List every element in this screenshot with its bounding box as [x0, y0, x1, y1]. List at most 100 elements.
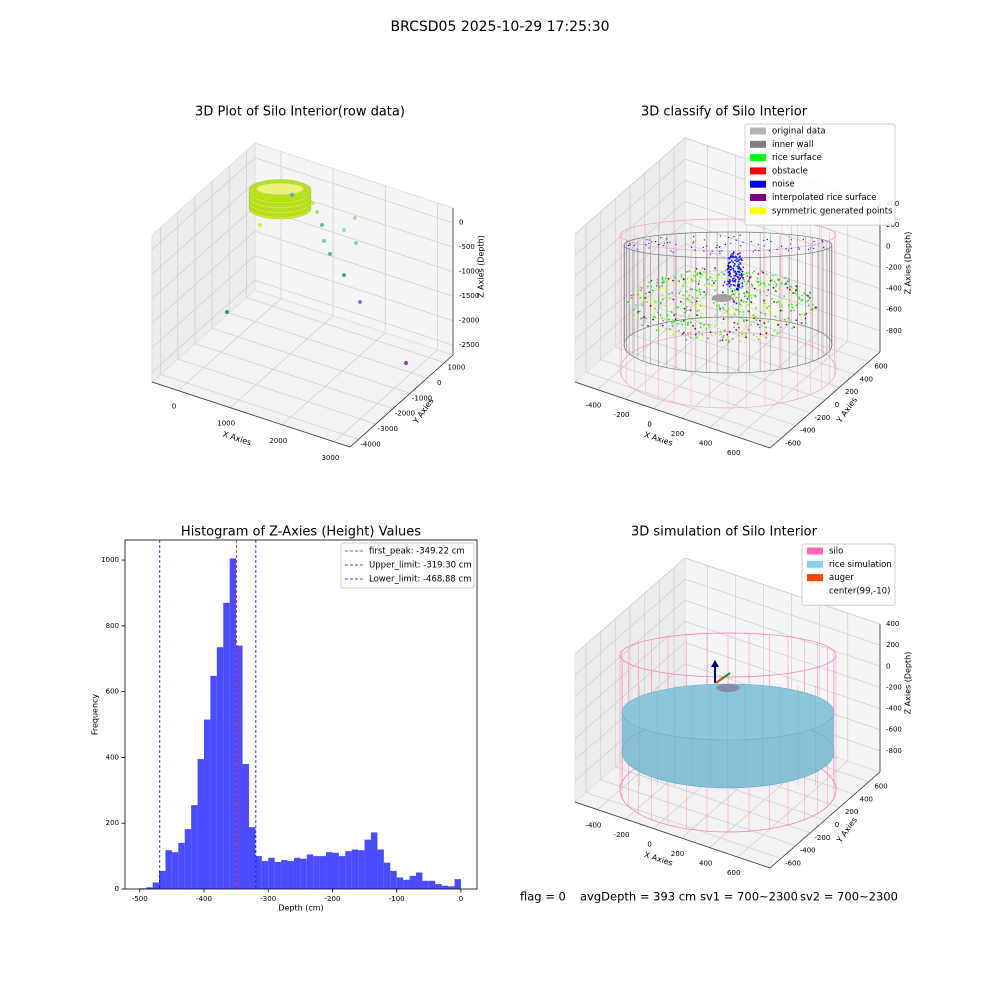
z-tick-label: -500 [459, 243, 475, 251]
grid-line [574, 642, 686, 739]
point [733, 295, 736, 298]
histogram-bar [184, 829, 192, 889]
point [733, 312, 736, 315]
point [667, 318, 670, 321]
point [684, 281, 687, 284]
point [814, 306, 817, 309]
point [673, 274, 675, 277]
point [723, 308, 726, 311]
point [666, 241, 669, 244]
point [732, 251, 735, 254]
point [766, 238, 768, 241]
point [675, 243, 677, 246]
point [803, 314, 806, 316]
point [657, 243, 660, 246]
point [810, 247, 812, 249]
status-text: avgDepth = 393 cm [580, 890, 696, 904]
point [715, 247, 717, 249]
point [719, 283, 722, 286]
legend-label: Lower_limit: -468.88 cm [369, 575, 471, 585]
grid-line [334, 349, 438, 443]
point [791, 304, 794, 307]
point [738, 256, 741, 259]
histogram-bar [435, 884, 442, 889]
point [630, 297, 633, 299]
point [772, 321, 774, 324]
point [737, 264, 740, 266]
point [779, 309, 782, 312]
point [758, 250, 760, 252]
point [651, 241, 653, 243]
x-tick-label: -300 [260, 895, 276, 903]
point [703, 239, 705, 241]
y-tick-label: -600 [785, 859, 801, 867]
point [660, 324, 662, 327]
point [694, 270, 697, 273]
grid-line [684, 557, 881, 625]
point [785, 323, 788, 326]
point [727, 312, 730, 315]
point [696, 336, 699, 339]
point [776, 320, 778, 323]
z-tick-label: -2000 [459, 317, 479, 325]
point [735, 328, 738, 331]
histogram-bar [178, 842, 185, 889]
point [765, 336, 768, 339]
point [756, 280, 759, 283]
legend-label: first_peak: -349.22 cm [369, 547, 465, 557]
y-tick-label: 200 [106, 819, 119, 827]
point [664, 304, 667, 307]
point [783, 283, 786, 286]
figure-title: BRCSD05 2025-10-29 17:25:30 [390, 19, 609, 35]
point [733, 235, 735, 238]
histogram-bar [300, 858, 307, 889]
point [742, 313, 745, 316]
point [636, 293, 639, 296]
point [719, 308, 722, 310]
histogram-bar [165, 850, 172, 889]
point [732, 267, 735, 270]
point [763, 299, 765, 302]
grid-line [600, 779, 796, 846]
point [788, 280, 790, 283]
histogram-bar [152, 882, 160, 889]
point [797, 247, 800, 249]
grid-line [229, 312, 428, 379]
chart-title: Histogram of Z-Axies (Height) Values [181, 525, 421, 540]
point [805, 312, 808, 315]
point [763, 277, 766, 280]
grid-line [684, 599, 881, 667]
histogram-bar [377, 849, 384, 889]
point [692, 271, 695, 273]
point [703, 284, 706, 286]
point [632, 313, 635, 316]
z-tick-label: 200 [886, 641, 899, 649]
point [711, 250, 713, 252]
point [717, 277, 720, 280]
point [772, 307, 775, 310]
z-tick-label: -2500 [459, 341, 479, 349]
point [691, 279, 693, 282]
histogram-bar [319, 856, 327, 889]
histogram-bar [415, 872, 423, 889]
point [688, 282, 691, 284]
point [737, 308, 740, 311]
point [672, 298, 675, 301]
histogram-bar [306, 854, 314, 889]
histogram-bar [281, 860, 288, 889]
point [780, 282, 783, 285]
point [707, 323, 710, 326]
point [660, 301, 662, 304]
point [686, 277, 689, 280]
legend-box [340, 542, 475, 589]
point [766, 299, 769, 301]
z-tick-label: -200 [886, 683, 902, 691]
point [806, 294, 809, 297]
x-tick-label: 600 [727, 869, 740, 877]
point [714, 289, 716, 292]
point [759, 311, 762, 314]
point [673, 320, 676, 323]
point [663, 242, 665, 244]
point [733, 321, 736, 324]
point [641, 296, 643, 299]
